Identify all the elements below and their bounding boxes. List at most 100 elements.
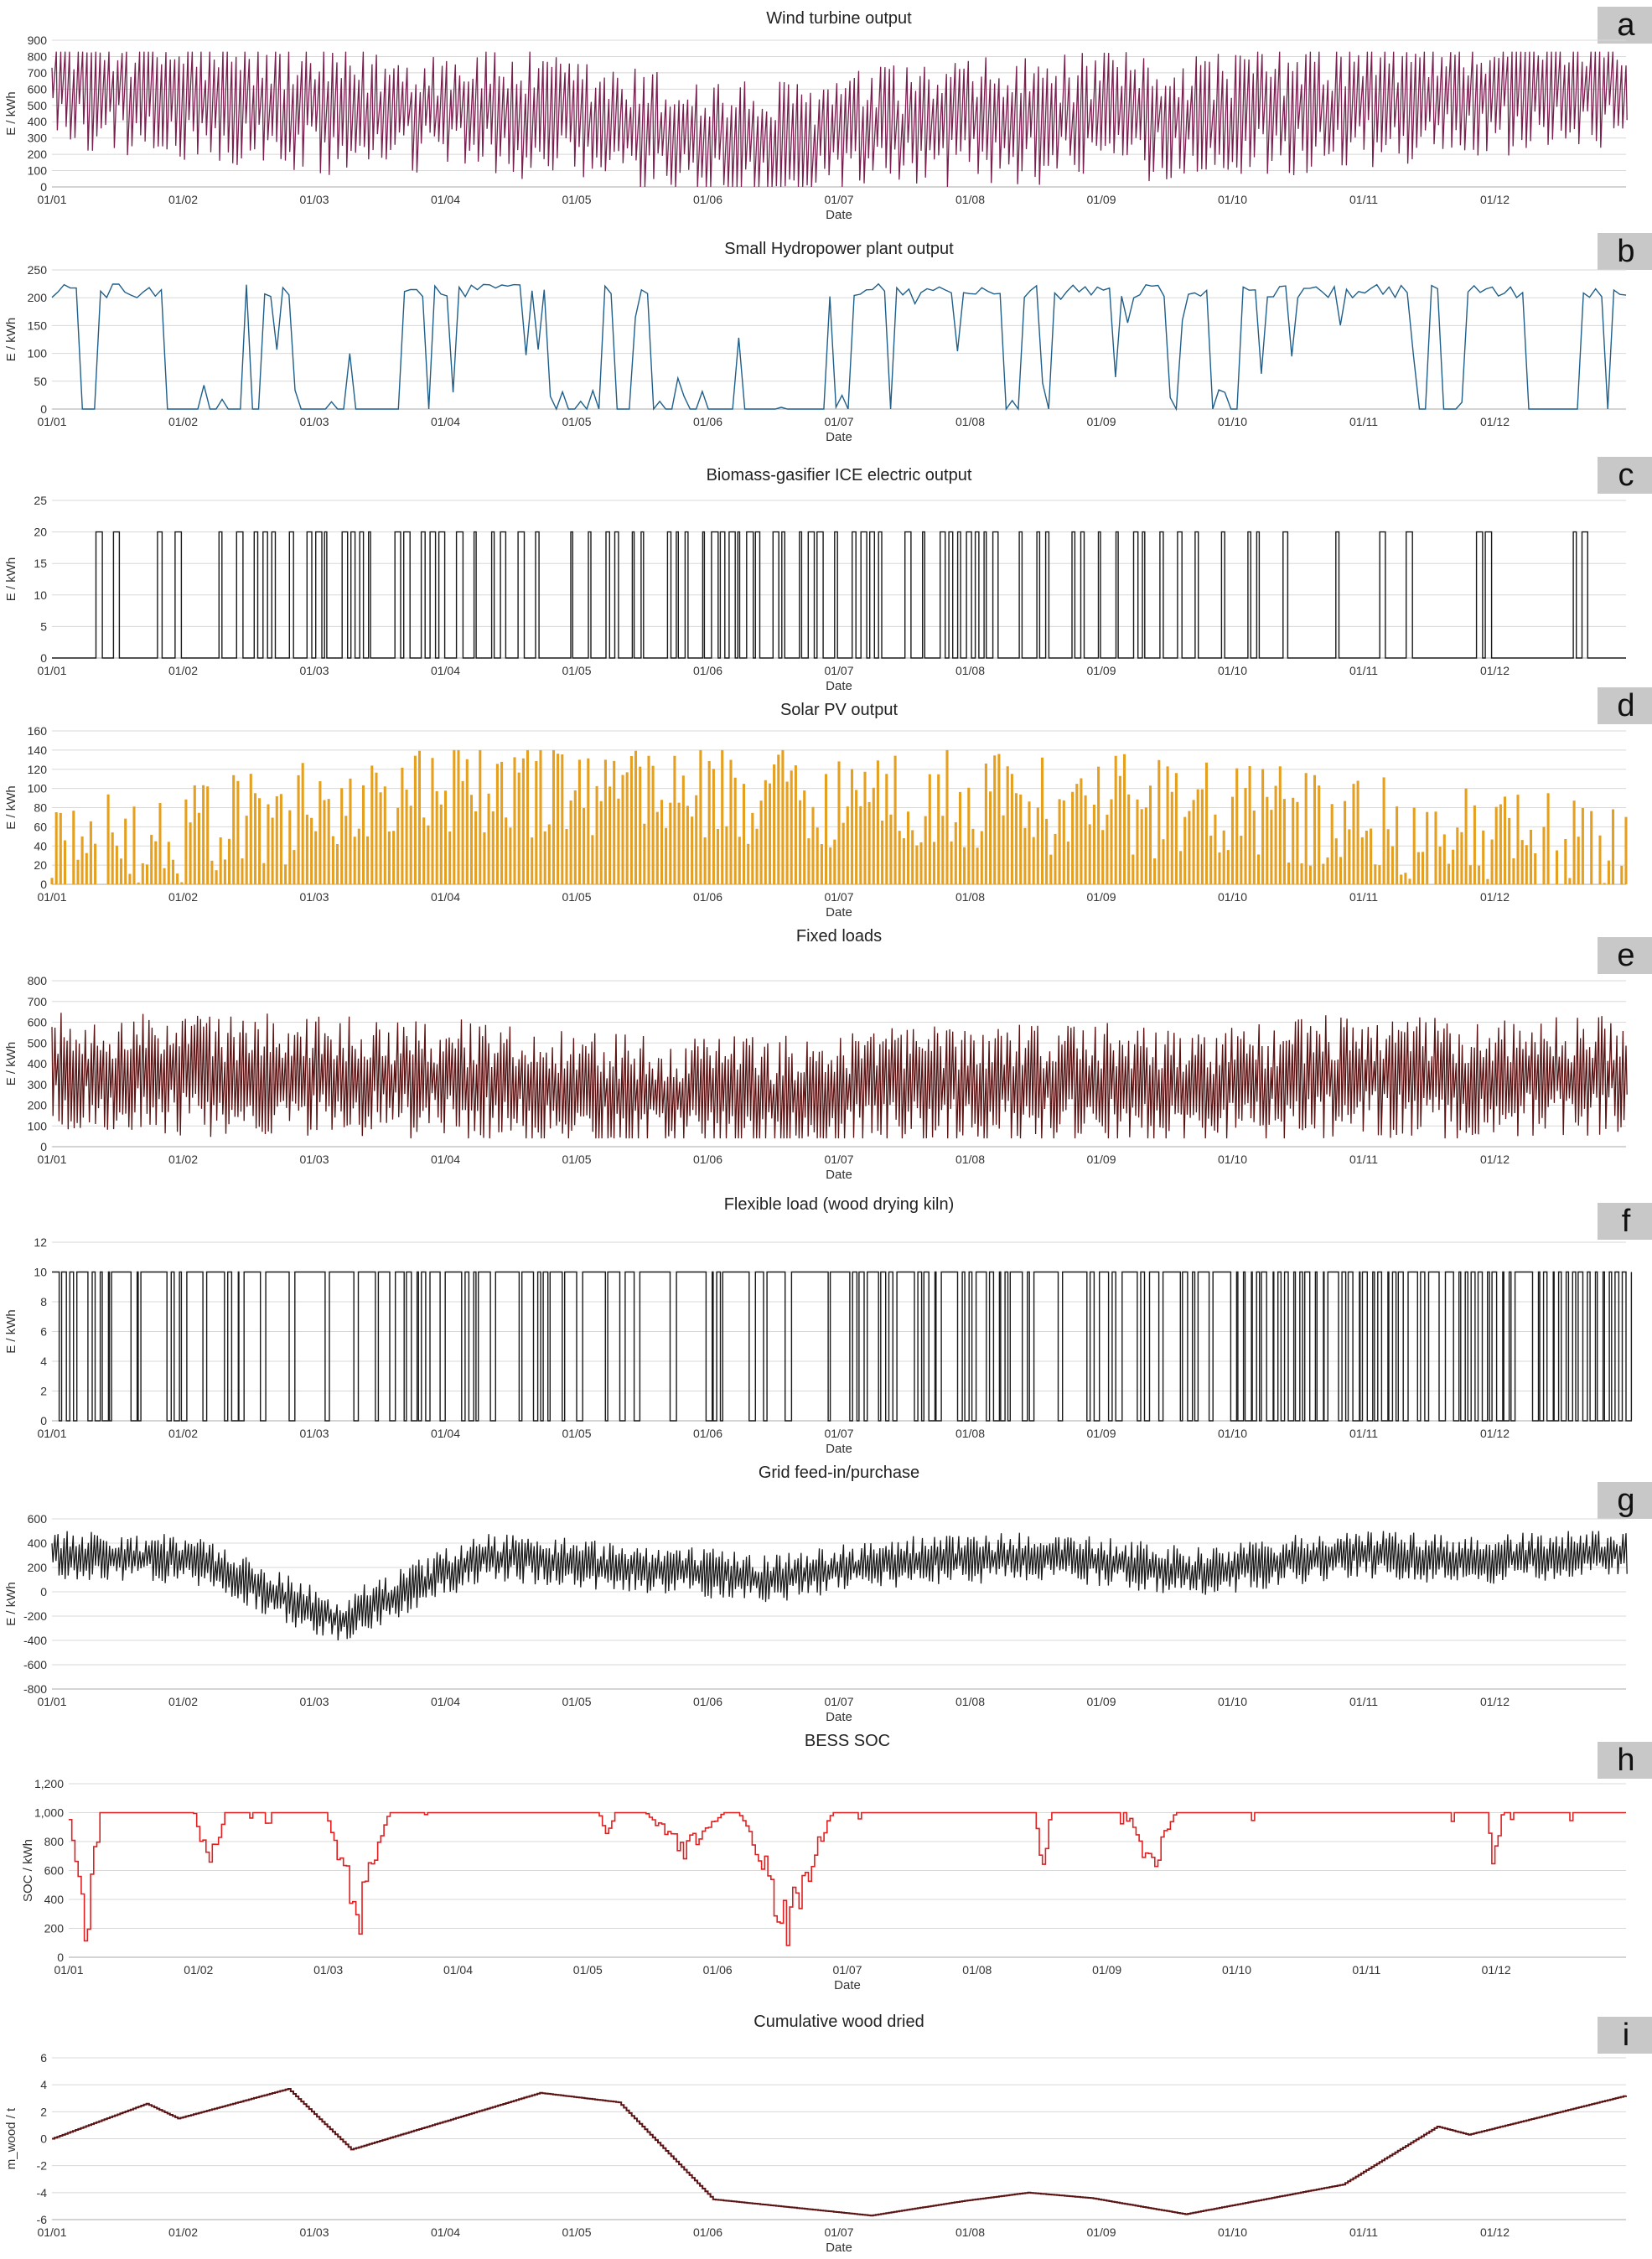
- x-tick-label: 01/06: [693, 2225, 722, 2239]
- x-tick-label: 01/01: [37, 1153, 66, 1166]
- panel-letter-box-c: [1598, 457, 1652, 494]
- panel-letter-a: a: [1617, 8, 1635, 43]
- y-tick-label: 50: [34, 375, 47, 388]
- x-tick-label: 01/02: [168, 2225, 198, 2239]
- y-tick-label: -6: [37, 2213, 48, 2226]
- x-tick-label: 01/11: [1349, 2225, 1378, 2239]
- y-tick-label: 200: [28, 1561, 48, 1574]
- y-tick-label: 80: [34, 801, 47, 815]
- series-line-h: [69, 1811, 1626, 1946]
- y-tick-label: 10: [34, 588, 47, 602]
- x-tick-label: 01/12: [1480, 2225, 1510, 2239]
- y-tick-label: 500: [28, 99, 48, 112]
- y-tick-label: 500: [28, 1036, 48, 1049]
- y-tick-label: 700: [28, 66, 48, 80]
- x-tick-label: 01/05: [562, 1695, 591, 1708]
- x-tick-label: 01/06: [693, 1695, 722, 1708]
- y-tick-label: 0: [40, 402, 47, 416]
- y-tick-label: 800: [28, 49, 48, 63]
- x-tick-label: 01/12: [1480, 1427, 1510, 1440]
- x-tick-label: 01/11: [1349, 1427, 1378, 1440]
- series-line-f: [52, 1271, 1633, 1422]
- x-tick-label: 01/08: [955, 890, 985, 904]
- y-tick-label: 400: [28, 1536, 48, 1550]
- panel-title-i: Cumulative wood dried: [753, 2013, 924, 2031]
- x-tick-label: 01/04: [431, 415, 460, 428]
- x-tick-label: 01/10: [1218, 415, 1247, 428]
- y-tick-label: 12: [34, 1236, 47, 1249]
- x-axis-label: Date: [826, 2241, 852, 2255]
- x-tick-label: 01/03: [299, 890, 329, 904]
- panel-c: Biomass-gasifier ICE electric output c 0 5 1…: [4, 457, 1652, 693]
- x-tick-label: 01/12: [1480, 664, 1510, 677]
- x-tick-label: 01/04: [431, 664, 460, 677]
- panel-letter-f: f: [1622, 1204, 1631, 1239]
- y-tick-label: 1,000: [34, 1806, 64, 1820]
- y-tick-label: 2: [40, 1385, 47, 1398]
- x-tick-label: 01/12: [1480, 890, 1510, 904]
- y-axis-label: SOC / kWh: [21, 1839, 35, 1902]
- x-tick-label: 01/05: [562, 415, 591, 428]
- x-tick-label: 01/11: [1349, 415, 1378, 428]
- x-tick-label: 01/07: [824, 664, 853, 677]
- x-tick-label: 01/11: [1349, 664, 1378, 677]
- y-axis-label: E / kWh: [4, 1042, 18, 1086]
- x-tick-label: 01/10: [1218, 1427, 1247, 1440]
- x-tick-label: 01/01: [37, 1695, 66, 1708]
- x-axis-label: Date: [826, 208, 852, 222]
- y-tick-label: 20: [34, 526, 47, 539]
- x-tick-label: 01/03: [313, 1963, 343, 1977]
- panel-h: BESS SOC h 0 200 400 600 800 1,000 1,200 01/01 01/…: [21, 1732, 1652, 1992]
- x-tick-label: 01/01: [37, 415, 66, 428]
- panel-title-b: Small Hydropower plant output: [724, 240, 954, 258]
- y-tick-label: 400: [28, 1057, 48, 1070]
- x-tick-label: 01/09: [1092, 1963, 1121, 1977]
- x-tick-label: 01/03: [299, 415, 329, 428]
- y-tick-label: -200: [23, 1609, 47, 1623]
- x-tick-label: 01/03: [299, 1427, 329, 1440]
- y-tick-label: 15: [34, 557, 47, 570]
- x-axis-label: Date: [826, 1442, 852, 1456]
- x-tick-label: 01/04: [443, 1963, 473, 1977]
- y-tick-label: 700: [28, 995, 48, 1008]
- x-tick-label: 01/04: [431, 1427, 460, 1440]
- y-tick-label: 10: [34, 1266, 47, 1279]
- panel-title-h: BESS SOC: [805, 1732, 890, 1750]
- x-tick-label: 01/12: [1480, 1695, 1510, 1708]
- y-tick-label: 250: [28, 263, 48, 277]
- x-tick-label: 01/07: [824, 415, 853, 428]
- panel-title-f: Flexible load (wood drying kiln): [724, 1195, 955, 1214]
- x-tick-label: 01/08: [955, 415, 985, 428]
- panel-letter-box-f: [1598, 1203, 1652, 1240]
- x-tick-label: 01/11: [1349, 1695, 1378, 1708]
- x-tick-label: 01/11: [1349, 193, 1378, 206]
- y-tick-label: 200: [44, 1922, 65, 1935]
- x-tick-label: 01/10: [1218, 1153, 1247, 1166]
- x-tick-label: 01/05: [562, 890, 591, 904]
- x-tick-label: 01/02: [168, 1153, 198, 1166]
- y-tick-label: 0: [57, 1951, 64, 1964]
- y-tick-label: -800: [23, 1682, 47, 1696]
- y-tick-label: 0: [40, 651, 47, 665]
- x-tick-label: 01/04: [431, 890, 460, 904]
- panel-title-e: Fixed loads: [796, 927, 882, 946]
- x-tick-label: 01/12: [1480, 415, 1510, 428]
- panel-title-g: Grid feed-in/purchase: [759, 1464, 919, 1482]
- y-tick-label: 8: [40, 1295, 47, 1308]
- y-tick-label: -4: [37, 2186, 48, 2199]
- x-tick-label: 01/03: [299, 664, 329, 677]
- series-line-c: [52, 531, 1626, 659]
- y-tick-label: 0: [40, 1414, 47, 1427]
- y-tick-label: 150: [28, 319, 48, 332]
- x-tick-label: 01/06: [693, 664, 722, 677]
- x-tick-label: 01/07: [824, 1695, 853, 1708]
- x-tick-label: 01/04: [431, 1153, 460, 1166]
- x-tick-label: 01/02: [168, 664, 198, 677]
- x-tick-label: 01/06: [693, 890, 722, 904]
- x-tick-label: 01/10: [1218, 2225, 1247, 2239]
- y-tick-label: 800: [44, 1835, 65, 1848]
- x-axis-label: Date: [826, 1710, 852, 1724]
- panel-title-d: Solar PV output: [780, 701, 899, 719]
- x-tick-label: 01/03: [299, 1153, 329, 1166]
- y-tick-label: 2: [40, 2105, 47, 2118]
